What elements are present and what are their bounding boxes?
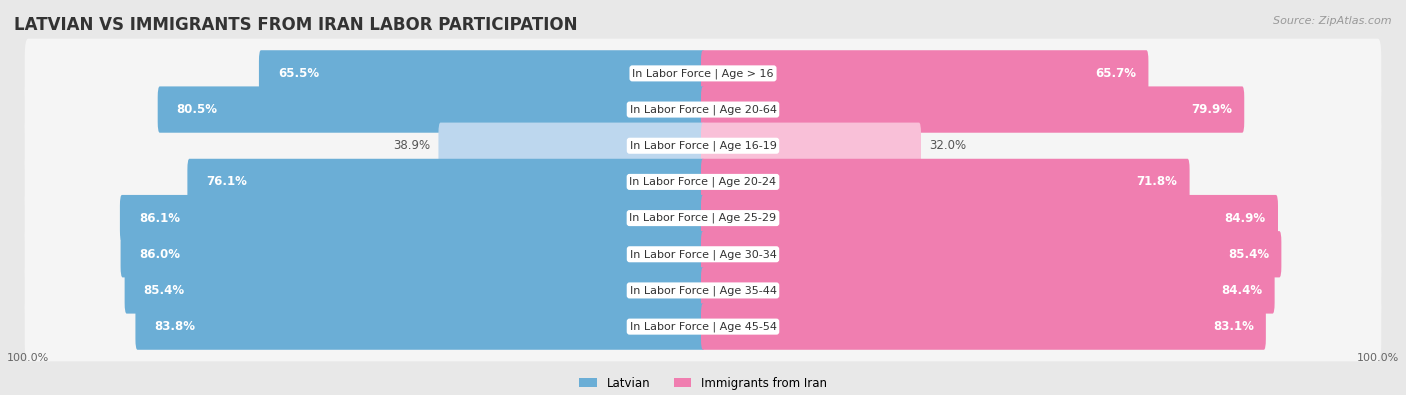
- FancyBboxPatch shape: [121, 231, 704, 277]
- FancyBboxPatch shape: [702, 87, 1244, 133]
- Legend: Latvian, Immigrants from Iran: Latvian, Immigrants from Iran: [575, 372, 831, 394]
- Text: In Labor Force | Age > 16: In Labor Force | Age > 16: [633, 68, 773, 79]
- FancyBboxPatch shape: [702, 231, 1281, 277]
- FancyBboxPatch shape: [25, 220, 1381, 289]
- FancyBboxPatch shape: [25, 39, 1381, 108]
- Text: 65.5%: 65.5%: [278, 67, 319, 80]
- FancyBboxPatch shape: [25, 256, 1381, 325]
- Text: 80.5%: 80.5%: [177, 103, 218, 116]
- FancyBboxPatch shape: [120, 195, 704, 241]
- FancyBboxPatch shape: [25, 111, 1381, 181]
- Text: 65.7%: 65.7%: [1095, 67, 1136, 80]
- Text: 86.0%: 86.0%: [139, 248, 180, 261]
- Text: 85.4%: 85.4%: [1227, 248, 1270, 261]
- Text: In Labor Force | Age 35-44: In Labor Force | Age 35-44: [630, 285, 776, 296]
- FancyBboxPatch shape: [439, 122, 704, 169]
- FancyBboxPatch shape: [187, 159, 704, 205]
- Text: Source: ZipAtlas.com: Source: ZipAtlas.com: [1274, 16, 1392, 26]
- Text: In Labor Force | Age 25-29: In Labor Force | Age 25-29: [630, 213, 776, 223]
- Text: In Labor Force | Age 30-34: In Labor Force | Age 30-34: [630, 249, 776, 260]
- FancyBboxPatch shape: [702, 303, 1265, 350]
- Text: 79.9%: 79.9%: [1191, 103, 1232, 116]
- Text: 71.8%: 71.8%: [1136, 175, 1177, 188]
- FancyBboxPatch shape: [702, 122, 921, 169]
- Text: 32.0%: 32.0%: [929, 139, 966, 152]
- FancyBboxPatch shape: [702, 159, 1189, 205]
- Text: In Labor Force | Age 20-24: In Labor Force | Age 20-24: [630, 177, 776, 187]
- FancyBboxPatch shape: [702, 195, 1278, 241]
- Text: 83.8%: 83.8%: [155, 320, 195, 333]
- FancyBboxPatch shape: [135, 303, 704, 350]
- FancyBboxPatch shape: [25, 183, 1381, 253]
- Text: 86.1%: 86.1%: [139, 212, 180, 225]
- Text: 85.4%: 85.4%: [143, 284, 184, 297]
- Text: 38.9%: 38.9%: [394, 139, 430, 152]
- Text: 84.4%: 84.4%: [1222, 284, 1263, 297]
- FancyBboxPatch shape: [25, 147, 1381, 216]
- FancyBboxPatch shape: [157, 87, 704, 133]
- FancyBboxPatch shape: [702, 50, 1149, 96]
- Text: LATVIAN VS IMMIGRANTS FROM IRAN LABOR PARTICIPATION: LATVIAN VS IMMIGRANTS FROM IRAN LABOR PA…: [14, 16, 578, 34]
- FancyBboxPatch shape: [702, 267, 1275, 314]
- Text: 83.1%: 83.1%: [1213, 320, 1254, 333]
- Text: In Labor Force | Age 16-19: In Labor Force | Age 16-19: [630, 141, 776, 151]
- FancyBboxPatch shape: [25, 75, 1381, 144]
- Text: 76.1%: 76.1%: [207, 175, 247, 188]
- FancyBboxPatch shape: [25, 292, 1381, 361]
- Text: In Labor Force | Age 20-64: In Labor Force | Age 20-64: [630, 104, 776, 115]
- FancyBboxPatch shape: [125, 267, 704, 314]
- Text: In Labor Force | Age 45-54: In Labor Force | Age 45-54: [630, 322, 776, 332]
- Text: 84.9%: 84.9%: [1225, 212, 1265, 225]
- FancyBboxPatch shape: [259, 50, 704, 96]
